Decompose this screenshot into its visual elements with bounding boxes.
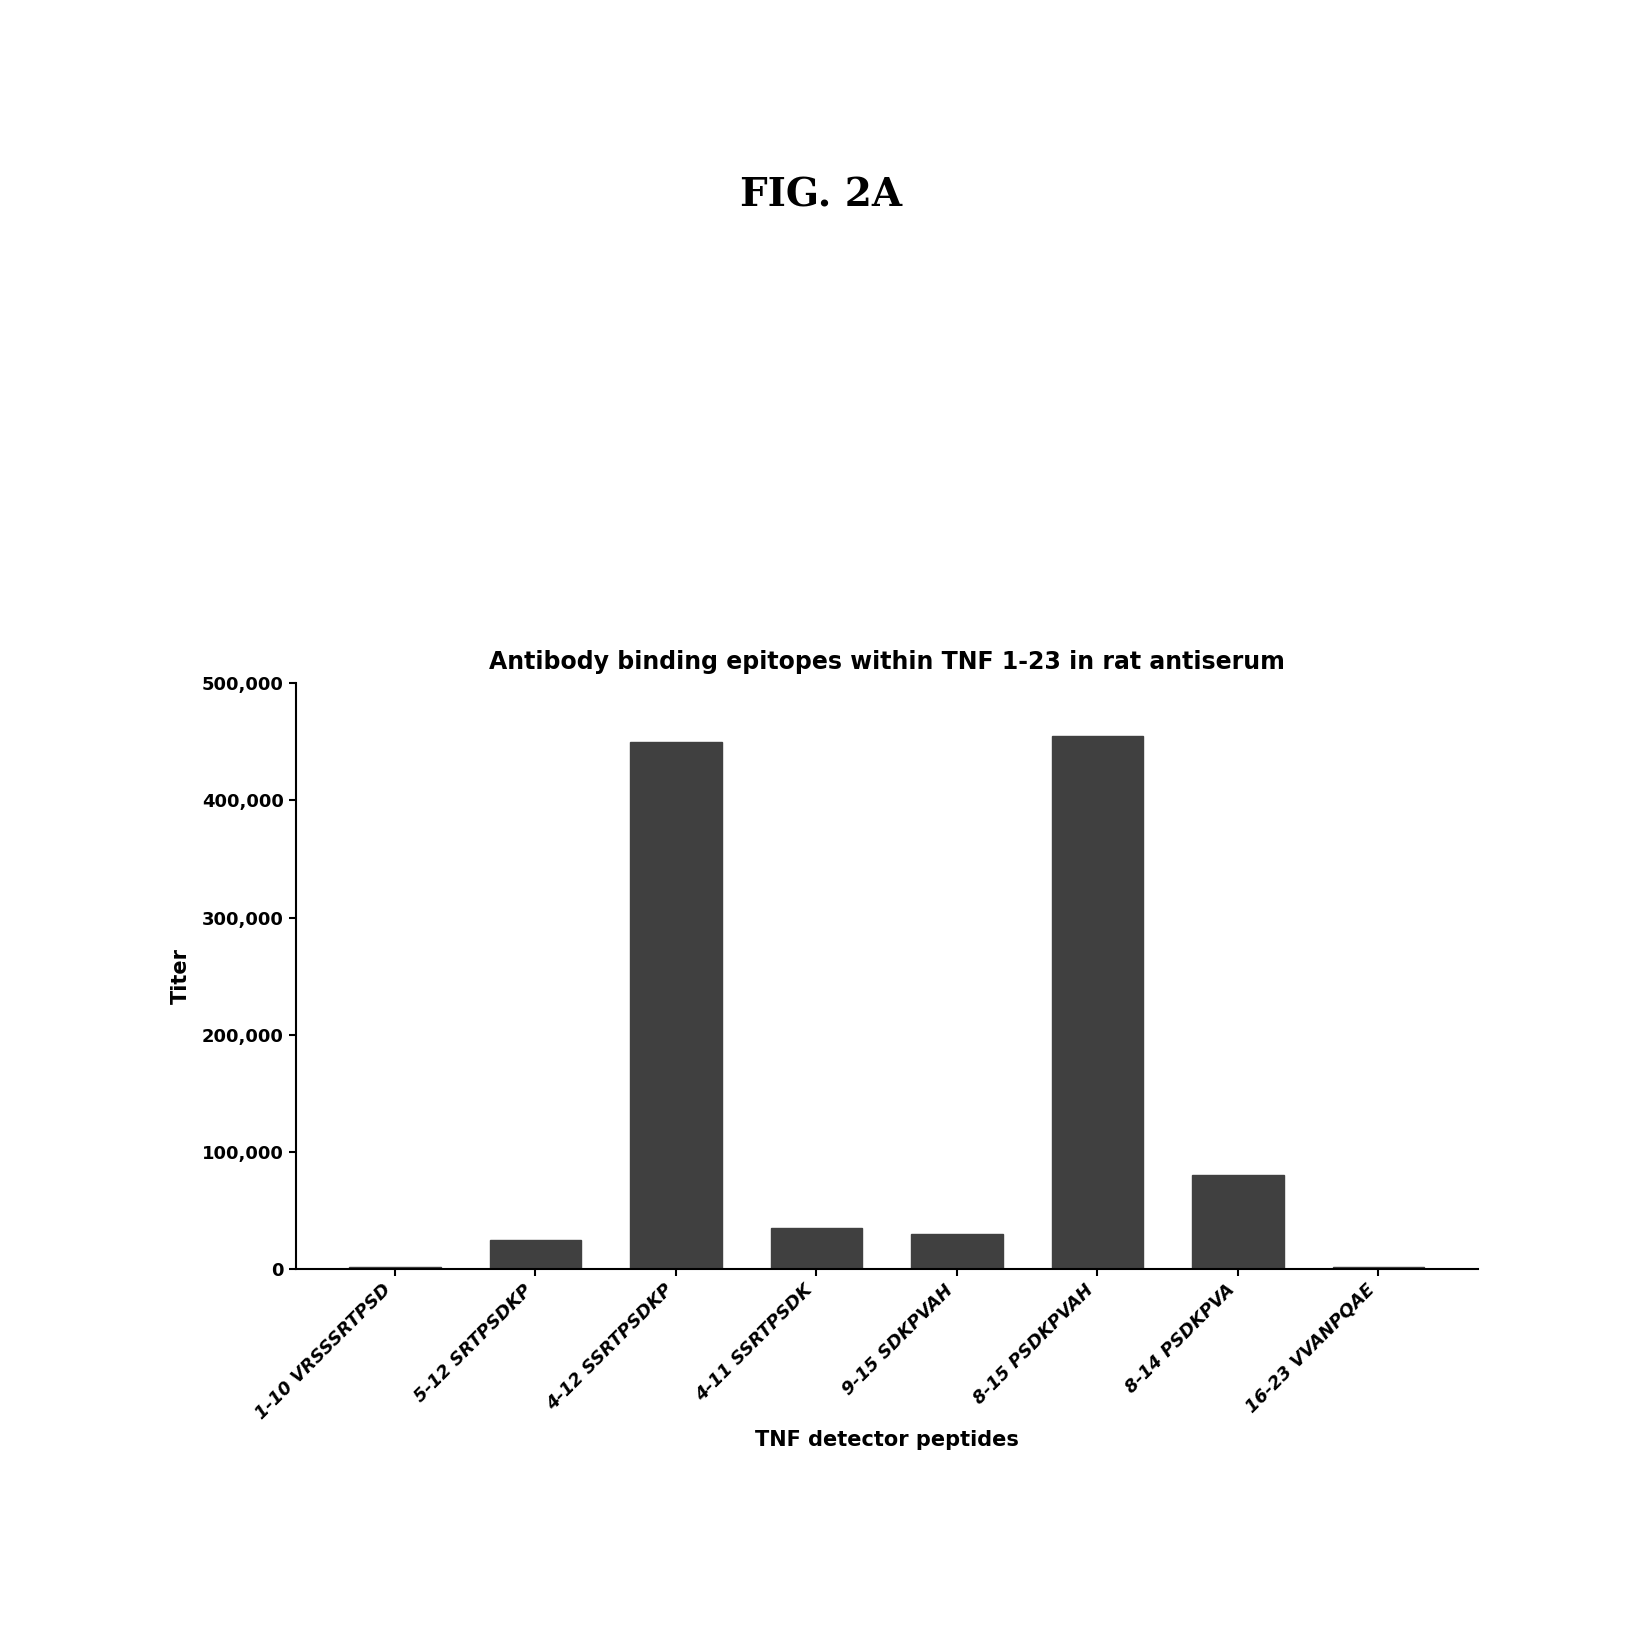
Y-axis label: Titer: Titer — [171, 949, 190, 1004]
Title: Antibody binding epitopes within TNF 1-23 in rat antiserum: Antibody binding epitopes within TNF 1-2… — [489, 651, 1284, 675]
Bar — [489, 1240, 581, 1269]
Text: FIG. 2A: FIG. 2A — [741, 176, 901, 215]
Bar — [350, 1267, 440, 1269]
Bar — [911, 1233, 1003, 1269]
Bar — [1333, 1267, 1424, 1269]
Bar — [1053, 735, 1143, 1269]
Bar — [1192, 1175, 1284, 1269]
X-axis label: TNF detector peptides: TNF detector peptides — [755, 1430, 1018, 1450]
Bar — [631, 742, 721, 1269]
Bar — [770, 1228, 862, 1269]
